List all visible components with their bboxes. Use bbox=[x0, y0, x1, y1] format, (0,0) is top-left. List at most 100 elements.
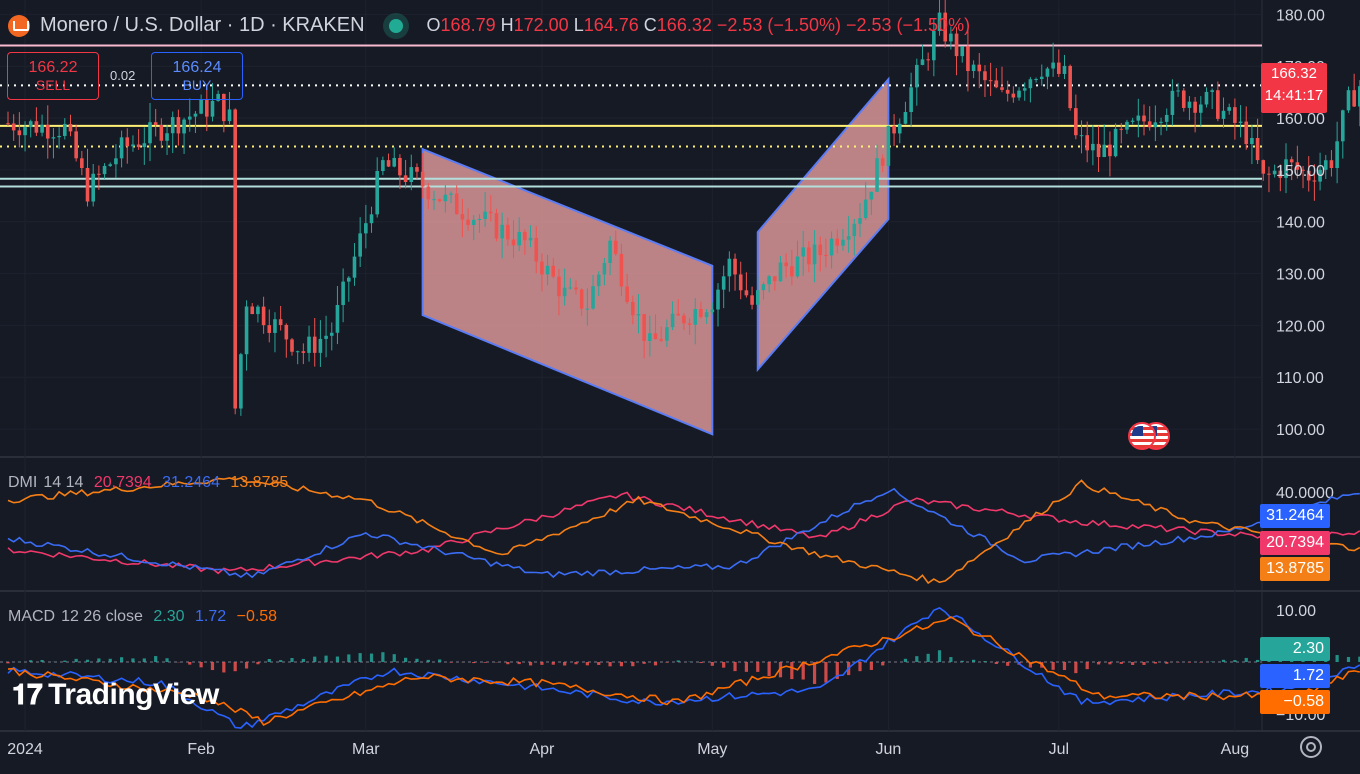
macd-histogram-bar bbox=[483, 662, 487, 663]
macd-histogram-bar bbox=[199, 662, 203, 668]
candle-body bbox=[1096, 143, 1101, 158]
candle-body bbox=[182, 119, 186, 134]
us-flag-event-icon[interactable] bbox=[1128, 422, 1174, 450]
bar-countdown: 14:41:17 bbox=[1264, 87, 1324, 104]
candle-body bbox=[858, 218, 862, 224]
candle-body bbox=[1227, 107, 1231, 111]
macd-histogram-bar bbox=[517, 662, 521, 665]
tradingview-logo[interactable]: 𝟏𝟕 TradingView bbox=[12, 678, 219, 712]
candle-body bbox=[767, 276, 771, 285]
macd-histogram-bar bbox=[324, 655, 328, 662]
candle-body bbox=[659, 339, 663, 341]
macd-histogram-bar bbox=[619, 662, 624, 667]
candle-body bbox=[420, 171, 425, 187]
price-tick-label: 110.00 bbox=[1276, 370, 1324, 387]
candle-body bbox=[994, 80, 999, 88]
channel-rising-channel bbox=[756, 76, 890, 373]
candle-body bbox=[1335, 141, 1339, 169]
candle-body bbox=[301, 351, 306, 353]
candle-body bbox=[500, 224, 504, 239]
settings-gear-icon[interactable] bbox=[1300, 736, 1322, 758]
price-tick-label: 180.00 bbox=[1276, 7, 1325, 24]
candle-body bbox=[307, 336, 311, 353]
sell-button[interactable]: 166.22 SELL bbox=[7, 52, 99, 100]
candle-body bbox=[886, 125, 891, 166]
candle-body bbox=[267, 325, 272, 333]
candle-body bbox=[205, 99, 209, 117]
candle-body bbox=[517, 231, 521, 246]
symbol-title[interactable]: Monero / U.S. Dollar · 1D · KRAKEN bbox=[40, 14, 365, 36]
candle-body bbox=[403, 175, 408, 182]
candle-body bbox=[1017, 90, 1021, 98]
candle-body bbox=[23, 127, 27, 136]
monero-coin-icon bbox=[8, 14, 30, 37]
candle-body bbox=[1057, 62, 1061, 74]
candle-body bbox=[187, 116, 192, 120]
time-tick-label: Jun bbox=[876, 741, 902, 758]
candle-body bbox=[528, 237, 533, 241]
candle-body bbox=[1119, 128, 1124, 130]
candle-body bbox=[273, 319, 277, 333]
candle-body bbox=[523, 231, 527, 241]
macd-histogram-bar bbox=[915, 656, 919, 662]
candle-body bbox=[585, 308, 590, 310]
candle-body bbox=[1011, 93, 1016, 98]
candle-body bbox=[108, 164, 113, 166]
macd-histogram-bar bbox=[335, 656, 340, 662]
candle-body bbox=[625, 286, 629, 302]
ohlc-readout: O168.79 H172.00 L164.76 C166.32 −2.53 (−… bbox=[426, 15, 971, 35]
candle-body bbox=[750, 295, 754, 305]
macd-histogram-bar bbox=[1074, 662, 1078, 674]
candle-body bbox=[699, 309, 703, 318]
candle-body bbox=[364, 223, 368, 234]
candle-body bbox=[1000, 87, 1004, 90]
macd-histogram-bar bbox=[438, 659, 442, 662]
macd-line-tag: 1.72 bbox=[1260, 664, 1330, 688]
candle-body bbox=[562, 287, 567, 297]
candle-body bbox=[1091, 143, 1095, 151]
candle-body bbox=[1312, 180, 1317, 182]
macd-histogram-bar bbox=[279, 660, 283, 662]
candle-body bbox=[40, 124, 44, 133]
macd-signal-tag: −0.58 bbox=[1260, 690, 1330, 714]
symbol-header: Monero / U.S. Dollar · 1D · KRAKEN O168.… bbox=[8, 14, 970, 37]
candle-body bbox=[977, 64, 982, 72]
dmi-legend[interactable]: DMI 14 14 20.7394 31.2464 13.8785 bbox=[8, 474, 289, 491]
dmi-pane: 40.0000 bbox=[7, 477, 1360, 585]
macd-legend[interactable]: MACD 12 26 close 2.30 1.72 −0.58 bbox=[8, 608, 278, 625]
candle-body bbox=[551, 265, 556, 277]
buy-button[interactable]: 166.24 BUY bbox=[151, 52, 243, 100]
dmi-plus-tag: 31.2464 bbox=[1260, 504, 1330, 528]
candle-body bbox=[1204, 91, 1209, 105]
price-tick-label: 120.00 bbox=[1276, 318, 1325, 335]
candle-body bbox=[261, 306, 266, 326]
candle-body bbox=[11, 123, 16, 131]
candle-body bbox=[727, 258, 732, 277]
candle-body bbox=[1062, 65, 1067, 74]
macd-histogram-bar bbox=[1199, 662, 1203, 663]
macd-histogram-bar bbox=[631, 662, 635, 667]
candle-body bbox=[824, 255, 828, 257]
candle-body bbox=[51, 137, 56, 139]
macd-histogram-bar bbox=[1187, 662, 1192, 663]
candle-body bbox=[1130, 120, 1135, 122]
candle-body bbox=[1147, 121, 1152, 128]
macd-histogram-bar bbox=[710, 662, 714, 666]
candle-body bbox=[682, 315, 686, 324]
candle-body bbox=[648, 333, 652, 341]
candle-body bbox=[1187, 101, 1192, 108]
macd-histogram-bar bbox=[108, 658, 112, 662]
candle-body bbox=[1085, 135, 1089, 151]
candle-body bbox=[869, 191, 874, 200]
macd-signal-line bbox=[7, 615, 1360, 727]
macd-histogram-bar bbox=[404, 657, 408, 662]
candle-body bbox=[432, 199, 436, 201]
candle-body bbox=[142, 143, 147, 148]
macd-histogram-bar bbox=[653, 662, 658, 666]
tradingview-logo-icon: 𝟏𝟕 bbox=[12, 678, 43, 710]
candle-body bbox=[193, 113, 198, 117]
candle-body bbox=[784, 262, 788, 267]
macd-histogram-bar bbox=[676, 660, 680, 662]
candle-body bbox=[960, 46, 965, 57]
